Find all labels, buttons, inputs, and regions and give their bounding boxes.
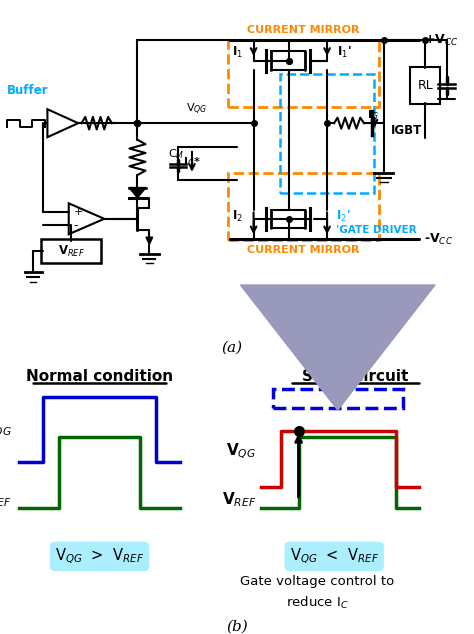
Polygon shape xyxy=(129,188,146,198)
Text: Normal condition: Normal condition xyxy=(26,368,173,384)
FancyBboxPatch shape xyxy=(410,67,440,105)
Text: I$_1$: I$_1$ xyxy=(232,44,243,60)
Text: -: - xyxy=(73,219,78,232)
Polygon shape xyxy=(146,237,153,245)
Text: (b): (b) xyxy=(226,619,248,633)
Text: -V$_{CC}$: -V$_{CC}$ xyxy=(424,231,454,247)
Text: Short circuit: Short circuit xyxy=(302,368,409,384)
Text: reduce I$_C$: reduce I$_C$ xyxy=(286,595,349,611)
Text: I$_G$*: I$_G$* xyxy=(183,155,201,169)
Text: Gate voltage control to: Gate voltage control to xyxy=(240,575,395,588)
Text: I$_G$: I$_G$ xyxy=(367,108,379,122)
Text: RL: RL xyxy=(418,79,433,92)
Text: CURRENT MIRROR: CURRENT MIRROR xyxy=(247,25,360,35)
Text: V$_{REF}$: V$_{REF}$ xyxy=(0,491,12,509)
Text: C$_M$: C$_M$ xyxy=(168,147,185,160)
Text: Buffer: Buffer xyxy=(7,84,49,96)
Text: +V$_{CC}$: +V$_{CC}$ xyxy=(424,33,459,48)
Text: +: + xyxy=(73,207,83,217)
Text: V$_{REF}$: V$_{REF}$ xyxy=(222,491,256,509)
Text: V$_{REF}$: V$_{REF}$ xyxy=(58,243,84,259)
Text: IGBT: IGBT xyxy=(391,124,422,137)
Text: (a): (a) xyxy=(222,340,243,354)
Text: I$_1$': I$_1$' xyxy=(337,44,352,60)
Text: CURRENT MIRROR: CURRENT MIRROR xyxy=(247,245,360,254)
Text: V$_{QG}$: V$_{QG}$ xyxy=(0,420,12,439)
Text: I$_2$': I$_2$' xyxy=(336,209,350,224)
FancyBboxPatch shape xyxy=(41,240,101,262)
Text: V$_{QG}$  <  V$_{REF}$: V$_{QG}$ < V$_{REF}$ xyxy=(290,547,379,566)
Text: V$_{QG}$: V$_{QG}$ xyxy=(226,442,256,462)
Text: 'GATE DRIVER: 'GATE DRIVER xyxy=(336,225,416,235)
Text: V$_{QG}$: V$_{QG}$ xyxy=(186,102,208,117)
Text: V$_{QG}$  >  V$_{REF}$: V$_{QG}$ > V$_{REF}$ xyxy=(55,547,144,566)
Text: I$_2$: I$_2$ xyxy=(232,209,243,224)
